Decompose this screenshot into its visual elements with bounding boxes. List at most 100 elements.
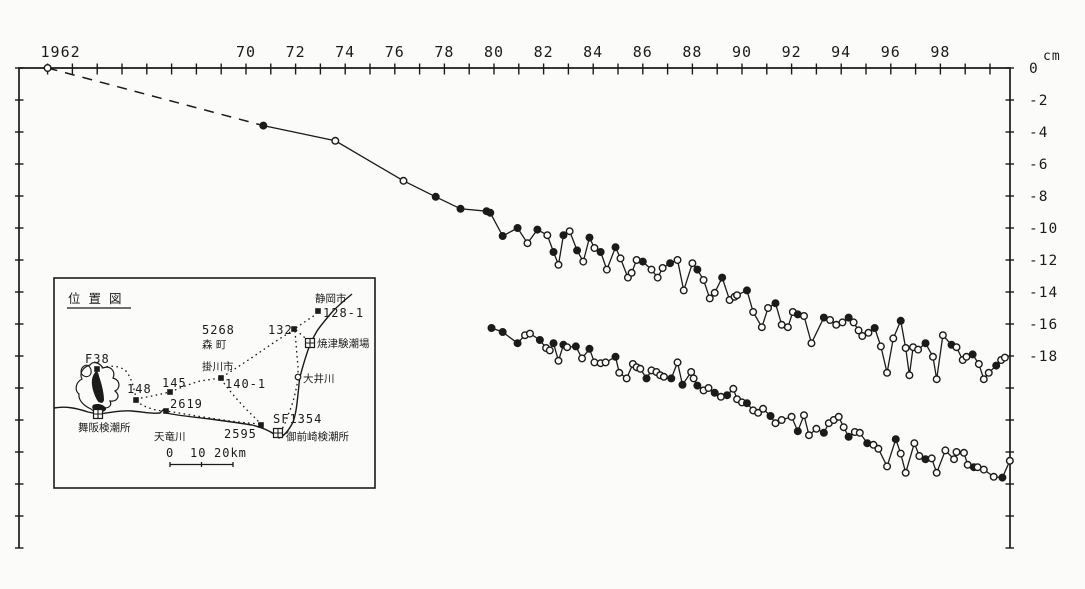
data-point-filled <box>742 286 751 295</box>
data-point-filled <box>596 247 605 256</box>
data-point-filled <box>642 374 651 383</box>
data-point-open <box>578 354 587 363</box>
data-point-open <box>601 358 610 367</box>
data-point-open <box>858 332 867 341</box>
data-point-filled <box>793 427 802 436</box>
data-point-open <box>979 465 988 474</box>
data-point-open <box>759 404 768 413</box>
x-tick-label: 82 <box>534 43 554 61</box>
scale-bar: 0 10 20km <box>166 446 246 467</box>
data-point-filled <box>559 231 568 240</box>
data-point-open <box>826 316 835 325</box>
data-point-filled <box>666 259 675 268</box>
data-point-filled <box>431 192 440 201</box>
data-point-filled <box>259 121 268 130</box>
chart-series <box>43 63 1014 482</box>
tide-station-marker-cross <box>305 338 315 348</box>
data-point-open <box>399 176 408 185</box>
data-point-open <box>590 243 599 252</box>
data-point-open <box>43 63 52 72</box>
data-point-open <box>777 416 786 425</box>
x-tick-label: 74 <box>335 43 355 61</box>
map-station-label: 御前崎検潮所 <box>286 430 349 443</box>
data-point-open <box>523 239 532 248</box>
y-tick-label: -2 <box>1029 93 1048 109</box>
data-point-open <box>905 371 914 380</box>
data-point-open <box>783 323 792 332</box>
benchmark-square-marker <box>258 422 264 428</box>
y-axis-unit-label: cm <box>1043 49 1061 64</box>
data-point-filled <box>498 231 507 240</box>
data-point-filled <box>870 324 879 333</box>
data-point-filled <box>498 328 507 337</box>
data-point-filled <box>766 412 775 421</box>
x-tick-label: 88 <box>682 43 702 61</box>
data-point-open <box>679 286 688 295</box>
data-point-open <box>554 356 563 365</box>
map-station-label: 145 <box>162 376 187 390</box>
benchmark-square-marker <box>218 375 224 381</box>
map-station-label: 2619 <box>170 397 203 411</box>
data-point-filled <box>535 336 544 345</box>
benchmark-square-marker <box>163 408 169 414</box>
data-point-filled <box>723 391 732 400</box>
data-point-open <box>1005 456 1014 465</box>
x-tick-label: 96 <box>881 43 901 61</box>
data-point-open <box>876 342 885 351</box>
data-point-open <box>800 411 809 420</box>
data-point-filled <box>678 380 687 389</box>
data-point-open <box>927 454 936 463</box>
data-point-filled <box>968 350 977 359</box>
data-point-open <box>928 352 937 361</box>
map-station-label: 舞阪検潮所 <box>78 421 131 434</box>
inset-map-title: 位置図 <box>68 291 130 306</box>
data-point-open <box>543 231 552 240</box>
data-point-filled <box>513 339 522 348</box>
data-point-open <box>787 412 796 421</box>
benchmark-square-marker <box>94 366 100 372</box>
data-point-filled <box>549 247 558 256</box>
data-point-open <box>984 368 993 377</box>
data-point-open <box>952 448 961 457</box>
tide-station-marker-cross <box>273 428 283 438</box>
data-point-filled <box>742 399 751 408</box>
data-point-open <box>874 444 883 453</box>
map-station-label: 5268 <box>202 323 235 337</box>
data-point-open <box>950 455 959 464</box>
x-tick-label: 78 <box>434 43 454 61</box>
data-point-open <box>554 260 563 269</box>
data-point-open <box>729 384 738 393</box>
data-point-open <box>689 374 698 383</box>
river-mouth-circle-marker <box>294 373 302 381</box>
data-point-open <box>579 257 588 266</box>
data-point-filled <box>896 316 905 325</box>
data-point-filled <box>819 428 828 437</box>
lake-hamana-northwest-lobe <box>80 364 92 378</box>
data-point-filled <box>710 388 719 397</box>
data-point-open <box>807 339 816 348</box>
y-tick-label: 0 <box>1029 61 1039 77</box>
data-point-open <box>627 268 636 277</box>
data-point-filled <box>718 273 727 282</box>
data-point-open <box>754 408 763 417</box>
data-point-filled <box>486 208 495 217</box>
x-tick-label: 76 <box>385 43 405 61</box>
data-point-open <box>563 343 572 352</box>
map-station-label: F38 <box>85 352 110 366</box>
data-point-open <box>901 468 910 477</box>
data-point-filled <box>667 374 676 383</box>
data-point-open <box>896 449 905 458</box>
data-point-filled <box>771 299 780 308</box>
data-point-open <box>838 318 847 327</box>
benchmark-square-marker <box>133 397 139 403</box>
data-point-open <box>855 428 864 437</box>
data-point-filled <box>487 324 496 333</box>
data-point-open <box>812 424 821 433</box>
benchmark-square-marker <box>167 389 173 395</box>
data-point-open <box>1000 353 1009 362</box>
y-tick-label: -18 <box>1029 349 1058 365</box>
x-tick-label: 1962 <box>41 43 81 61</box>
data-point-open <box>839 423 848 432</box>
data-point-filled <box>844 432 853 441</box>
